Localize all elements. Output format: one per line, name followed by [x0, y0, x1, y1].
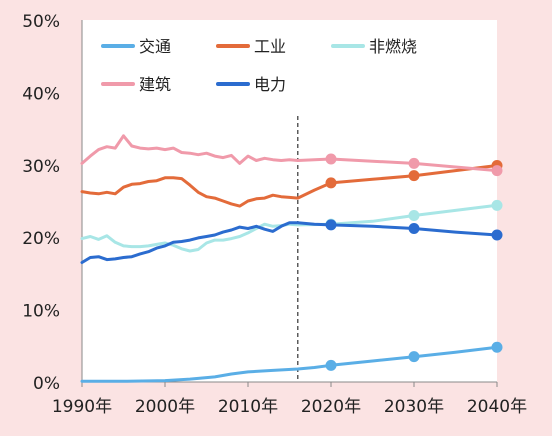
series-line-非燃烧	[80, 203, 499, 253]
series-group	[80, 134, 503, 383]
axes: 0% 10% 20% 30% 40% 50% 1990年 2000年 2010年 2020年 203…	[22, 12, 527, 417]
legend-label: 工业	[254, 37, 286, 56]
x-tick-label: 2000年	[135, 397, 195, 417]
data-point	[491, 165, 503, 177]
data-point	[491, 341, 503, 353]
data-point	[408, 170, 420, 182]
data-point	[325, 359, 337, 371]
y-tick-label: 0%	[33, 374, 60, 394]
y-tick-label: 40%	[22, 84, 60, 104]
x-tick-label: 2010年	[218, 397, 278, 417]
data-point	[325, 219, 337, 231]
y-tick-label: 30%	[22, 157, 60, 177]
series-line-电力	[80, 221, 499, 264]
plot-background	[82, 20, 497, 382]
x-tick-label: 2020年	[301, 397, 361, 417]
data-point	[408, 157, 420, 169]
x-tick-label: 2040年	[467, 397, 527, 417]
y-tick-label: 10%	[22, 302, 60, 322]
y-tick-label: 20%	[22, 229, 60, 249]
plot-area	[82, 20, 497, 382]
legend-label: 电力	[254, 75, 286, 94]
x-tick-label: 2030年	[384, 397, 444, 417]
legend-label: 交通	[139, 37, 171, 56]
x-tick-label: 1990年	[52, 397, 112, 417]
data-point	[408, 351, 420, 363]
series-line-交通	[80, 345, 499, 383]
series-line-建筑	[80, 134, 499, 173]
data-point	[325, 177, 337, 189]
data-point	[491, 199, 503, 211]
legend-label: 非燃烧	[369, 37, 417, 56]
data-point	[325, 153, 337, 165]
data-point	[491, 229, 503, 241]
series-line-工业	[80, 164, 499, 208]
legend-label: 建筑	[139, 75, 171, 94]
data-point	[408, 209, 420, 221]
data-point	[408, 223, 420, 235]
y-tick-label: 50%	[22, 12, 60, 32]
